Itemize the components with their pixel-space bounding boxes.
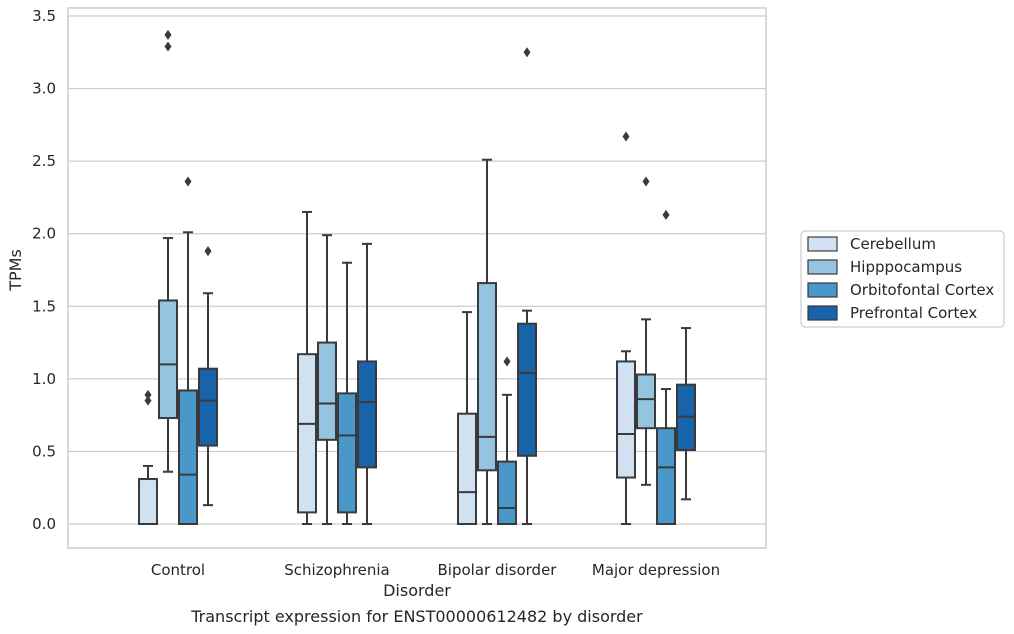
outlier-point [144,389,152,400]
legend: Cerebellum Hipppocampus Orbitofontal Corte… [800,230,1005,328]
box-iqr [457,412,477,526]
box-iqr [337,392,357,514]
box-hipppocampus [317,234,337,525]
box-hipppocampus [158,29,178,473]
legend-label: Hipppocampus [850,258,962,276]
box-iqr [517,322,537,457]
y-tick-label: 2.5 [32,152,56,170]
outlier-point [523,47,531,58]
plot-frame [67,7,767,549]
y-axis-label: TPMs [6,249,25,292]
legend-swatch [807,259,838,275]
x-axis-label: Disorder [383,581,451,600]
chart-caption: Transcript expression for ENST0000061248… [190,607,643,626]
box-iqr [497,460,517,525]
x-tick-label: Major depression [592,561,720,579]
legend-label: Prefrontal Cortex [850,304,977,322]
outlier-point [164,41,172,52]
box-orbitofontal-cortex [656,209,676,526]
box-iqr [357,360,377,469]
box-iqr [477,282,497,472]
x-tick-label: Bipolar disorder [438,561,558,579]
outlier-point [642,176,650,187]
y-tick-label: 3.0 [32,80,56,98]
outlier-point [622,131,630,142]
box-prefrontal-cortex [357,242,377,525]
y-tick-label: 0.5 [32,442,56,460]
box-iqr [297,353,317,514]
box-prefrontal-cortex [676,327,696,501]
legend-label: Orbitofontal Cortex [850,281,994,299]
x-tick-labels: Control Schizophrenia Bipolar disorder Majo… [151,561,720,579]
outlier-point [184,176,192,187]
legend-swatch [807,305,838,321]
legend-swatch [807,236,838,252]
y-tick-label: 0.0 [32,515,56,533]
box-cerebellum [297,210,317,525]
y-tick-label: 3.5 [32,7,56,25]
outlier-point [503,356,511,367]
box-iqr [138,478,158,525]
legend-label: Cerebellum [850,235,936,253]
box-cerebellum [457,311,477,526]
x-tick-label: Schizophrenia [284,561,389,579]
y-tick-label: 1.0 [32,370,56,388]
box-iqr [158,299,178,420]
box-orbitofontal-cortex [178,176,198,525]
outlier-point [204,246,212,257]
box-prefrontal-cortex [517,47,537,525]
box-iqr [616,360,636,479]
box-cerebellum [616,131,636,525]
y-tick-label: 2.0 [32,225,56,243]
y-tick-label: 1.5 [32,297,56,315]
y-tick-labels: 0.0 0.5 1.0 1.5 2.0 2.5 3.0 3.5 [32,7,56,533]
boxes [138,29,696,526]
box-iqr [636,373,656,430]
box-iqr [178,389,198,525]
box-iqr [656,427,676,526]
outlier-point [662,209,670,220]
box-iqr [198,367,218,447]
outlier-point [164,29,172,40]
box-iqr [317,341,337,441]
legend-frame [800,230,1005,328]
box-orbitofontal-cortex [337,261,357,525]
box-hipppocampus [477,158,497,525]
legend-swatch [807,282,838,298]
x-tick-label: Control [151,561,205,579]
box-orbitofontal-cortex [497,356,517,525]
box-prefrontal-cortex [198,246,218,507]
box-cerebellum [138,389,158,525]
box-hipppocampus [636,176,656,486]
outlier-point [144,395,152,406]
